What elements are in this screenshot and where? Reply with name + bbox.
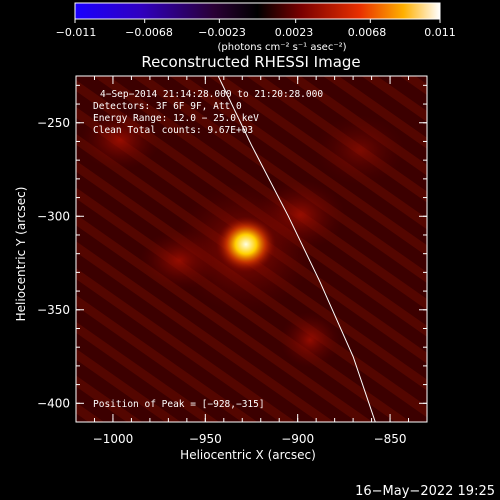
annotation-detectors: Detectors: 3F 6F 9F, Att 0 xyxy=(93,101,242,112)
y-tick-label: −350 xyxy=(37,303,70,317)
x-tick-label: −1000 xyxy=(93,432,134,446)
colorbar-gradient xyxy=(74,2,441,20)
axis-tick-marks xyxy=(76,76,427,422)
annotation-clean-counts: Clean Total counts: 9.67E+03 xyxy=(93,125,253,136)
colorbar-tick-label: 0.0023 xyxy=(275,26,314,39)
peak-position-label: Position of Peak = [−928,−315] xyxy=(93,399,265,410)
colorbar-tick-label: 0.0068 xyxy=(348,26,387,39)
observation-info: 4−Sep−2014 21:14:28.000 to 21:20:28.000 … xyxy=(93,89,323,136)
colorbar-unit-label: (photons cm⁻² s⁻¹ asec⁻²) xyxy=(217,42,346,53)
y-tick-label: −400 xyxy=(37,396,70,410)
flare-source-peak xyxy=(215,216,276,273)
annotation-energy-range: Energy Range: 12.0 − 25.0 keV xyxy=(93,113,259,124)
colorbar-tick-marks xyxy=(74,19,441,23)
colorbar-tick-label: 0.011 xyxy=(424,26,456,39)
y-tick-labels: −250 −300 −350 −400 xyxy=(37,116,70,411)
x-tick-label: −850 xyxy=(374,432,407,446)
x-tick-label: −950 xyxy=(189,432,222,446)
y-tick-label: −250 xyxy=(37,116,70,130)
y-axis-label: Heliocentric Y (arcsec) xyxy=(14,187,28,322)
colorbar-tick-labels: −0.011 −0.0068 −0.0023 0.0023 0.0068 0.0… xyxy=(56,26,456,39)
colorbar-tick-label: −0.0068 xyxy=(125,26,173,39)
x-axis-label: Heliocentric X (arcsec) xyxy=(180,448,316,462)
chart-title: Reconstructed RHESSI Image xyxy=(141,53,360,71)
plot-frame xyxy=(75,75,428,423)
y-tick-label: −300 xyxy=(37,209,70,223)
solar-limb-curve xyxy=(217,76,376,422)
plot-date-stamp: 16−May−2022 19:25 xyxy=(355,484,495,499)
x-tick-labels: −1000 −950 −900 −850 xyxy=(93,432,407,446)
heatmap-image xyxy=(76,76,427,422)
x-tick-label: −900 xyxy=(281,432,314,446)
colorbar-tick-label: −0.0023 xyxy=(198,26,246,39)
annotation-time-range: 4−Sep−2014 21:14:28.000 to 21:20:28.000 xyxy=(100,89,323,100)
colorbar-tick-label: −0.011 xyxy=(56,26,97,39)
